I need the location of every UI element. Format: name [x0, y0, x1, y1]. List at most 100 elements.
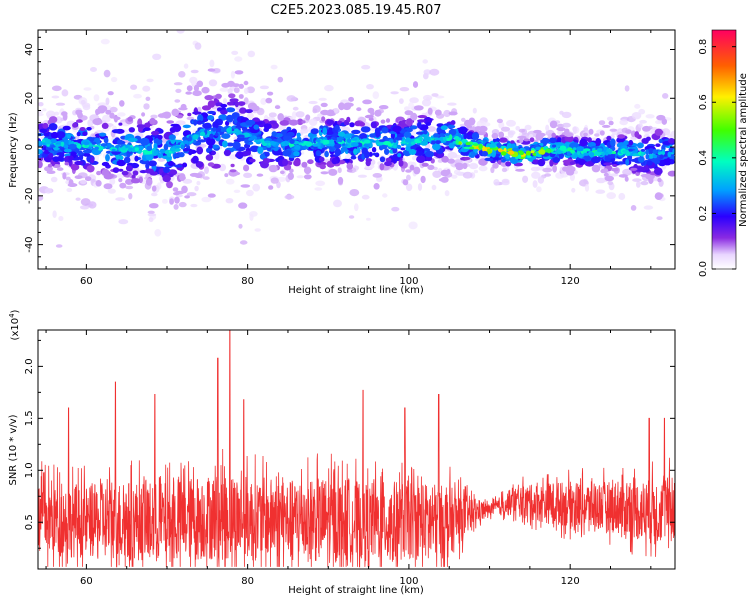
spectrogram-core-blob [301, 143, 307, 146]
snr-y-multiplier: (x104) [8, 309, 21, 340]
spectrogram-blob [492, 162, 499, 169]
spectrogram-blob [415, 147, 423, 152]
spectrogram-blob [58, 216, 64, 221]
spectrogram-blob [552, 157, 560, 163]
spectrogram-blob [657, 177, 662, 183]
spectrogram-blob [293, 151, 300, 157]
spectrogram-blob [65, 176, 71, 181]
spectrogram-blob [517, 135, 527, 139]
spectrogram-blob [612, 164, 618, 167]
spectrogram-blob [364, 114, 374, 119]
spectrogram-blob [185, 91, 192, 95]
spectrogram-blob [208, 110, 216, 115]
spectrogram-blob [222, 140, 228, 148]
spectrogram-blob [301, 161, 308, 168]
spectrogram-blob [634, 131, 640, 138]
spectrogram-blob [52, 210, 57, 218]
spectrogram-core-blob [522, 148, 526, 153]
spectrogram-core-blob [401, 143, 405, 146]
spectrogram-blob [408, 102, 414, 110]
spectrogram-blob [638, 123, 643, 128]
spectrogram-core-blob [433, 133, 440, 138]
spectrogram-blob [268, 185, 274, 190]
spectrogram-blob [405, 183, 413, 192]
spectrogram-blob [378, 105, 389, 110]
spectrogram-blob [610, 173, 619, 177]
spectrogram-blob [38, 113, 44, 117]
spectrogram-blob [243, 80, 249, 86]
spectrogram-blob [440, 125, 448, 131]
spectrogram-blob [274, 105, 281, 110]
spectrogram-blob [271, 131, 277, 137]
spectrogram-blob [232, 141, 241, 150]
spectrogram-blob [250, 129, 257, 134]
spectrogram-blob [470, 151, 476, 157]
spectrogram-blob [431, 93, 439, 97]
spectrogram-core-blob [640, 148, 646, 152]
spectrogram-blob [642, 125, 651, 132]
spectrogram-blob [410, 112, 418, 121]
spectrogram-blob [243, 164, 250, 172]
spectrogram-blob [48, 152, 54, 159]
spectrogram-blob [202, 176, 210, 180]
spectrogram-core-blob [507, 150, 515, 155]
spectrogram-blob [381, 127, 389, 134]
spectrogram-core-blob [461, 139, 468, 143]
spectrogram-blob [221, 82, 231, 88]
spectrogram-core-blob [192, 134, 199, 140]
spectrogram-blob [531, 171, 541, 179]
spectrogram-blob [226, 114, 234, 123]
spectrogram-blob [348, 215, 355, 219]
spectrogram-blob [406, 174, 411, 181]
spectrogram-blob [93, 94, 100, 102]
spectrogram-blob [668, 138, 675, 144]
spectrogram-blob [196, 146, 204, 155]
spectrogram-blob [566, 169, 575, 176]
spectrogram-blob [244, 138, 250, 145]
spectrogram-blob [338, 102, 345, 111]
spectrogram-blob [238, 94, 244, 99]
spectrogram-blob [645, 114, 655, 119]
spectrogram-blob [182, 147, 190, 152]
spectrogram-blob [596, 177, 606, 184]
spectrogram-blob [518, 128, 526, 133]
spectrogram-blob [83, 87, 92, 91]
spectrogram-x-tick-label: 120 [561, 276, 580, 287]
spectrogram-blob [42, 108, 47, 112]
spectrogram-blob [229, 169, 237, 173]
spectrogram-blob [62, 172, 67, 180]
spectrogram-blob [371, 147, 377, 153]
spectrogram-x-tick-label: 60 [80, 276, 93, 287]
spectrogram-blob [191, 78, 197, 86]
spectrogram-blob [400, 147, 406, 151]
spectrogram-blob [618, 174, 628, 178]
spectrogram-core-blob [252, 135, 257, 140]
spectrogram-blob [481, 122, 491, 127]
spectrogram-blob [432, 170, 442, 178]
spectrogram-blob [70, 163, 80, 171]
spectrogram-blob [173, 204, 179, 210]
spectrogram-core-blob [333, 137, 338, 141]
spectrogram-blob [354, 120, 362, 127]
spectrogram-core-blob [393, 139, 397, 143]
spectrogram-core-blob [199, 131, 206, 137]
spectrogram-core-blob [108, 144, 114, 148]
spectrogram-blob [523, 138, 530, 142]
spectrogram-core-blob [342, 143, 346, 146]
spectrogram-blob [163, 143, 169, 151]
spectrogram-blob [609, 128, 618, 132]
spectrogram-core-blob [589, 152, 595, 158]
spectrogram-blob [399, 98, 404, 104]
spectrogram-core-blob [215, 127, 222, 132]
spectrogram-core-blob [632, 153, 639, 157]
spectrogram-blob [170, 123, 180, 127]
spectrogram-blob [225, 178, 235, 185]
spectrogram-blob [498, 121, 505, 129]
spectrogram-panel: 60 80 100 120 -40 -20 0 20 40 Height of straigh… [8, 29, 676, 296]
spectrogram-blob [105, 97, 110, 106]
spectrogram-blob [116, 159, 127, 167]
spectrogram-blob [559, 110, 564, 115]
spectrogram-blob [394, 136, 403, 141]
spectrogram-blob [630, 158, 640, 162]
spectrogram-blob [640, 174, 649, 178]
